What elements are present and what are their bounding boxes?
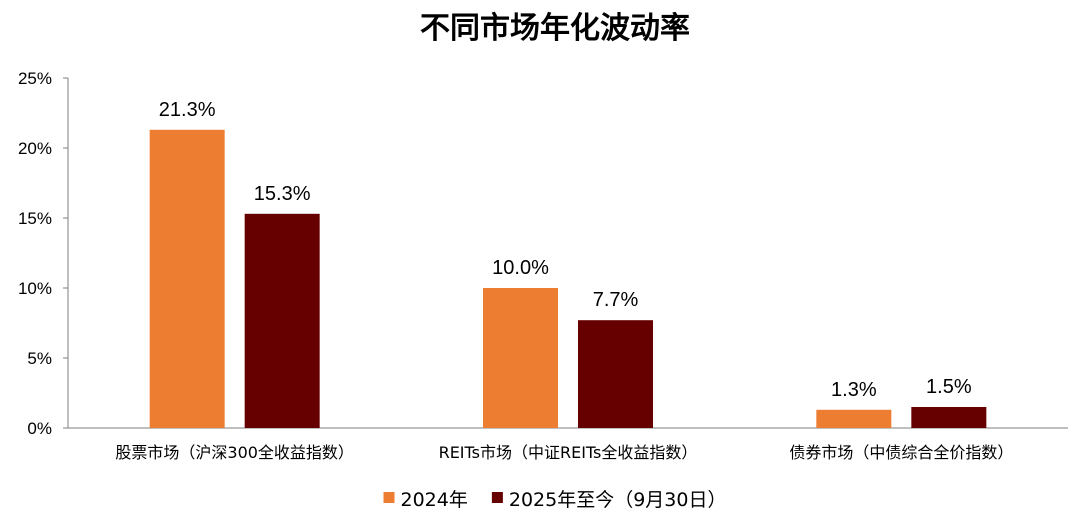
x-category-label: REITs市场（中证REITs全收益指数） xyxy=(439,443,698,462)
legend-swatch xyxy=(491,492,503,503)
y-tick-label: 15% xyxy=(18,209,52,228)
x-category-label: 债券市场（中债综合全价指数） xyxy=(789,443,1013,462)
bar-value-label: 1.3% xyxy=(831,379,877,401)
legend-label: 2024年 xyxy=(401,489,468,511)
bar-series-2024 xyxy=(816,409,892,428)
y-tick-label: 20% xyxy=(18,139,52,158)
bar-series-2025-ytd xyxy=(578,320,653,428)
bar-series-2024 xyxy=(483,288,558,428)
bar-value-label: 7.7% xyxy=(593,289,639,311)
bar-value-label: 15.3% xyxy=(254,183,311,205)
bar-value-label: 10.0% xyxy=(492,257,549,279)
legend-swatch xyxy=(383,492,395,503)
y-tick-label: 5% xyxy=(27,349,52,368)
value-labels: 21.3% 15.3% 10.0% 7.7% 1.3% 1.5% xyxy=(159,99,972,401)
chart-title: 不同市场年化波动率 xyxy=(420,11,690,46)
bar-value-label: 21.3% xyxy=(159,99,216,121)
bar-series-2025-ytd xyxy=(911,407,987,428)
bar-series-2024 xyxy=(149,129,225,429)
bar-series-2025-ytd xyxy=(244,213,320,428)
bar-value-label: 1.5% xyxy=(926,376,972,398)
y-tick-label: 0% xyxy=(27,419,52,438)
y-axis-ticks: 0% 5% 10% 15% 20% 25% xyxy=(18,69,68,438)
x-category-label: 股票市场（沪深300全收益指数） xyxy=(115,443,354,462)
y-tick-label: 10% xyxy=(18,279,52,298)
x-axis-ticks: 股票市场（沪深300全收益指数） REITs市场（中证REITs全收益指数） 债券市… xyxy=(115,443,1013,462)
legend: 2024年 2025年至今（9月30日） xyxy=(383,489,727,511)
bars xyxy=(149,129,987,429)
legend-label: 2025年至今（9月30日） xyxy=(509,489,727,511)
y-tick-label: 25% xyxy=(18,69,52,88)
